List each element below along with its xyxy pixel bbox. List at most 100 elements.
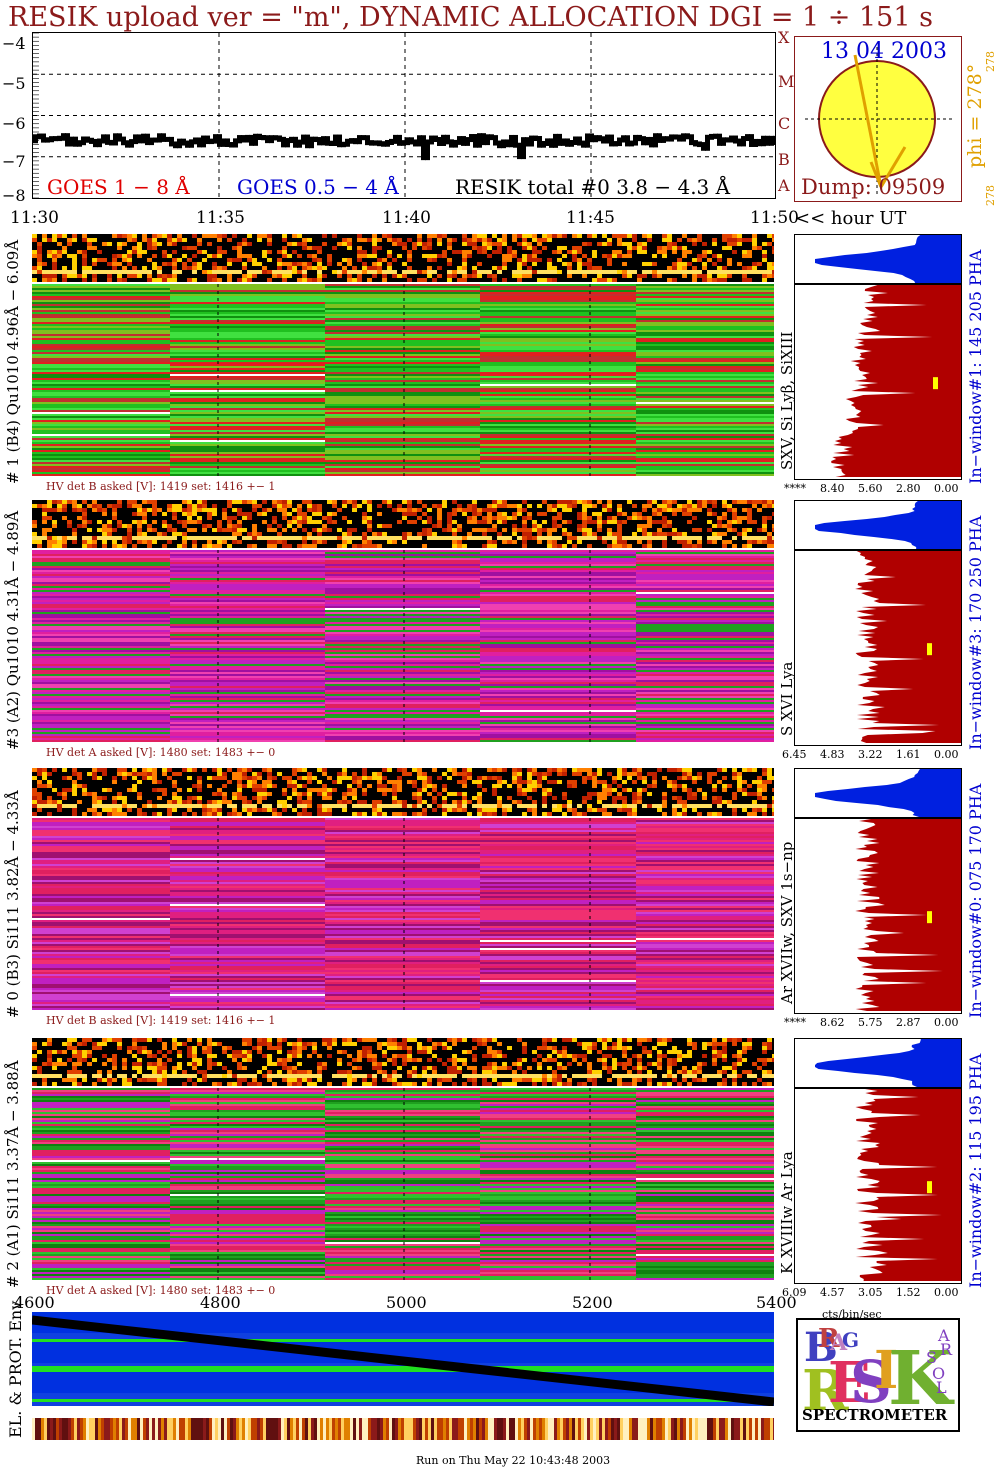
resik-series-point bbox=[301, 134, 306, 145]
resik-series-point bbox=[221, 138, 226, 147]
resik-series-point bbox=[637, 134, 642, 142]
resik-series-point bbox=[333, 134, 338, 147]
time-tick: 11:40 bbox=[382, 208, 431, 228]
lightcurve-strip bbox=[32, 500, 774, 548]
axis-tick: 3.05 bbox=[858, 1286, 883, 1299]
resik-series-point bbox=[557, 133, 562, 146]
resik-logo: B R A G R E S I K S O L A R SPECTROMETER bbox=[796, 1318, 960, 1432]
y-tick-label: −7 bbox=[2, 152, 26, 171]
resik-series-point bbox=[49, 136, 54, 143]
resik-series-point bbox=[653, 133, 658, 148]
resik-series-point bbox=[453, 139, 458, 148]
line-id-label: Ar XVIIw, SXV 1s−np bbox=[778, 841, 796, 1004]
resik-series-point bbox=[477, 133, 482, 148]
resik-series-point bbox=[97, 138, 102, 148]
resik-series-point bbox=[393, 134, 398, 144]
resik-series-point bbox=[397, 134, 402, 146]
resik-series-point bbox=[101, 134, 106, 144]
resik-series-point bbox=[265, 135, 270, 144]
resik-series-point bbox=[765, 135, 770, 146]
resik-series-point bbox=[229, 142, 234, 148]
resik-series-point bbox=[605, 134, 610, 144]
resik-series-point bbox=[81, 136, 86, 146]
hv-status: HV det B asked [V]: 1419 set: 1416 +− 1 bbox=[46, 480, 276, 493]
resik-series-point bbox=[721, 137, 726, 146]
logo-letter: R bbox=[802, 1358, 849, 1424]
spectrum-profile bbox=[794, 818, 962, 1014]
resik-series-point bbox=[149, 137, 154, 146]
resik-series-point bbox=[321, 136, 326, 146]
logo-letter: R bbox=[940, 1340, 953, 1359]
axis-tick: 8.40 bbox=[820, 482, 845, 495]
class-letter: B bbox=[778, 150, 790, 169]
resik-series-point bbox=[205, 135, 210, 145]
resik-series-point bbox=[41, 133, 46, 143]
resik-series-point bbox=[37, 133, 42, 140]
resik-series-point bbox=[289, 136, 294, 144]
axis-tick: 6.45 bbox=[782, 748, 807, 761]
legend-goes-1-8: GOES 1 − 8 Å bbox=[47, 175, 190, 199]
resik-series-point bbox=[125, 140, 130, 148]
resik-series-point bbox=[749, 134, 754, 147]
axis-tick: 8.62 bbox=[820, 1016, 845, 1029]
resik-series-point bbox=[669, 134, 674, 142]
dump-number: Dump: 09509 bbox=[801, 175, 946, 199]
resik-series-point bbox=[573, 136, 578, 146]
resik-series-point bbox=[673, 134, 678, 140]
logo-letter: L bbox=[936, 1378, 947, 1397]
resik-series-point bbox=[369, 140, 374, 146]
bin-axis-tick: 4800 bbox=[200, 1293, 241, 1312]
resik-series-point bbox=[61, 133, 66, 141]
resik-series-point bbox=[613, 141, 618, 147]
resik-series-point bbox=[525, 137, 530, 147]
time-tick: 11:30 bbox=[10, 208, 59, 228]
resik-series-point bbox=[185, 140, 190, 148]
resik-series-point bbox=[353, 138, 358, 145]
env-chart bbox=[32, 1312, 774, 1406]
legend-goes-0-5-4: GOES 0.5 − 4 Å bbox=[237, 175, 399, 199]
logo-letter: S bbox=[850, 1348, 892, 1416]
resik-series-point bbox=[53, 136, 58, 142]
channel-label: # 1 (B4) Qu1010 4.96Å − 6.09Å bbox=[4, 239, 22, 484]
resik-series-point bbox=[741, 136, 746, 147]
resik-series-point bbox=[145, 133, 150, 146]
resik-series-point bbox=[237, 135, 242, 144]
phi-arrow bbox=[853, 54, 883, 188]
resik-series-point bbox=[717, 133, 722, 146]
resik-series-point bbox=[193, 137, 198, 145]
axis-tick: 0.00 bbox=[934, 1016, 959, 1029]
hv-status: HV det A asked [V]: 1480 set: 1483 +− 0 bbox=[46, 1284, 276, 1297]
resik-series-point bbox=[153, 137, 158, 143]
axis-tick: 1.52 bbox=[896, 1286, 921, 1299]
resik-series-point bbox=[625, 135, 630, 147]
resik-series-point bbox=[349, 138, 354, 144]
resik-series-point bbox=[341, 141, 346, 148]
time-tick: 11:35 bbox=[196, 208, 245, 228]
resik-series-point bbox=[553, 133, 558, 148]
line-id-label: K XVIIIw Ar Lya bbox=[778, 1151, 796, 1274]
resik-series-point bbox=[381, 141, 386, 147]
resik-series-point bbox=[105, 134, 110, 145]
resik-series-point bbox=[725, 137, 730, 143]
resik-series-point bbox=[385, 139, 390, 147]
logo-spectrometer: SPECTROMETER bbox=[802, 1406, 948, 1424]
axis-tick: 2.87 bbox=[896, 1016, 921, 1029]
resik-series-point bbox=[89, 137, 94, 144]
line-id-label: S XVI Lya bbox=[778, 661, 796, 736]
hv-status: HV det B asked [V]: 1419 set: 1416 +− 1 bbox=[46, 1014, 276, 1027]
resik-series-point bbox=[681, 133, 686, 142]
in-window-label: In−window#0: 075 170 PHA bbox=[966, 783, 985, 1018]
axis-tick: 0.00 bbox=[934, 748, 959, 761]
resik-series-point bbox=[69, 136, 74, 147]
resik-series-point bbox=[45, 137, 50, 143]
resik-series-point bbox=[753, 138, 758, 147]
logo-letter: B bbox=[804, 1324, 838, 1371]
resik-series-point bbox=[693, 140, 698, 147]
resik-series-point bbox=[621, 135, 626, 143]
resik-series-point bbox=[209, 138, 214, 145]
phi-small-bottom: 278 bbox=[984, 185, 997, 206]
resik-series-point bbox=[601, 136, 606, 144]
resik-series-point bbox=[233, 138, 238, 148]
resik-series-point bbox=[409, 137, 414, 145]
time-unit-label: << hour UT bbox=[795, 208, 907, 229]
